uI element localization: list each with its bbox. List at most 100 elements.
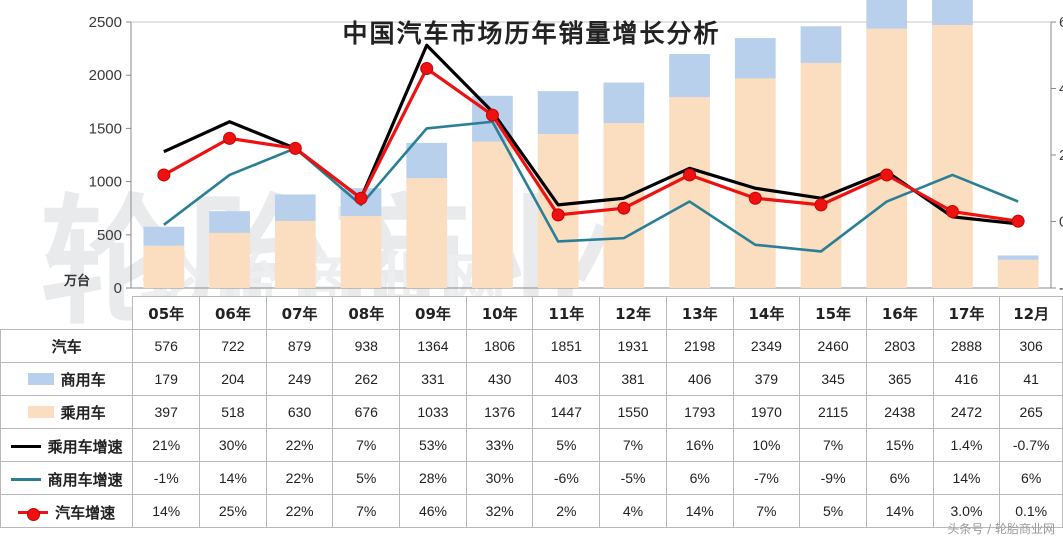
- table-header-row: 05年 06年 07年 08年 09年 10年 11年 12年 13年 14年 15年 16年 17年 1…: [1, 296, 1063, 330]
- table-cell: 1.4%: [932, 428, 1001, 462]
- table-col-header: 14年: [732, 296, 801, 330]
- table-cell: 32%: [465, 494, 534, 528]
- table-row: 汽车增速 14% 25% 22% 7% 46% 32% 2% 4% 14% 7% 5% 14% 3.0% 0…: [0, 494, 1063, 528]
- table-col-header: 13年: [665, 296, 734, 330]
- y-tick-label-right: 0%: [1059, 214, 1063, 231]
- bar-commercial: [932, 0, 973, 25]
- table-cell: 16%: [665, 428, 734, 462]
- table-row: 商用车增速 -1% 14% 22% 5% 28% 30% -6% -5% 6% -7% -9% 6% 14…: [0, 461, 1063, 495]
- data-table: 05年 06年 07年 08年 09年 10年 11年 12年 13年 14年 15年 16年 17年 1…: [0, 296, 1063, 528]
- table-corner-blank: [1, 297, 133, 330]
- table-col-header: 09年: [399, 296, 467, 330]
- y-tick-label-right: 20%: [1059, 147, 1063, 164]
- chart-title: 中国汽车市场历年销量增长分析: [342, 19, 721, 48]
- table-cell: 4%: [599, 494, 667, 528]
- marker-auto-growth: [1011, 214, 1025, 228]
- table-cell: -6%: [532, 461, 601, 495]
- table-cell: 1851: [532, 329, 601, 363]
- table-cell: -7%: [732, 461, 801, 495]
- table-row-label-text: 商用车: [60, 370, 106, 389]
- table-cell: 1033: [399, 395, 467, 429]
- table-row-label-text: 商用车增速: [47, 470, 123, 489]
- y-tick-label-right: 40%: [1059, 81, 1063, 98]
- bar-commercial: [274, 194, 316, 221]
- table-cell: -5%: [599, 461, 667, 495]
- table-cell: 14%: [932, 461, 1001, 495]
- table-cell: 6%: [999, 461, 1063, 495]
- table-cell: 2803: [865, 329, 934, 363]
- table-col-header: 12月: [999, 296, 1063, 330]
- table-cell: 576: [132, 329, 201, 363]
- bar-commercial: [997, 255, 1039, 260]
- table-cell: 14%: [132, 494, 201, 528]
- bar-passenger: [932, 24, 973, 289]
- table-cell: 2115: [799, 395, 867, 429]
- table-cell: 1806: [465, 329, 534, 363]
- marker-auto-growth: [485, 108, 499, 122]
- table-col-header: 06年: [199, 296, 267, 330]
- y-tick-label-left: 1500: [89, 120, 122, 137]
- table-row-label-text: 汽车: [51, 337, 82, 356]
- table-cell: 879: [265, 329, 334, 363]
- table-cell: 5%: [799, 494, 867, 528]
- table-cell: 14%: [665, 494, 734, 528]
- table-cell: 14%: [199, 461, 267, 495]
- bar-commercial: [800, 26, 842, 63]
- table-col-header: 11年: [532, 296, 601, 330]
- table-col-header: 16年: [865, 296, 934, 330]
- table-col-header: 12年: [599, 296, 667, 330]
- marker-auto-growth: [880, 168, 894, 182]
- table-row-label: 汽车增速: [0, 494, 134, 528]
- marker-auto-growth: [551, 208, 565, 222]
- table-cell: 53%: [399, 428, 467, 462]
- table-cell: 14%: [865, 494, 934, 528]
- table-cell: 7%: [332, 428, 401, 462]
- marker-auto-growth: [814, 198, 828, 212]
- bar-passenger: [472, 141, 513, 288]
- table-cell: 1550: [599, 395, 667, 429]
- table-cell: 1931: [599, 329, 667, 363]
- table-cell: 306: [999, 329, 1063, 363]
- bar-passenger: [274, 220, 316, 288]
- y-tick-label-right: 60%: [1059, 14, 1063, 31]
- y-tick-label-left: 0: [114, 280, 122, 297]
- legend-line-auto-growth: [18, 507, 49, 521]
- table-cell: 46%: [399, 494, 467, 528]
- table-cell: 676: [332, 395, 401, 429]
- y-tick-label-left: 2500: [89, 14, 122, 31]
- bar-commercial: [143, 226, 185, 246]
- table-cell: 179: [132, 362, 201, 396]
- bar-passenger: [866, 28, 908, 288]
- chart-plot-area: 中国汽车市场历年销量增长分析 万台 0 500 1000 1500 2000 2500 -2…: [64, 0, 1063, 297]
- table-cell: 416: [932, 362, 1001, 396]
- table-cell: 33%: [465, 428, 534, 462]
- table-col-header: 08年: [332, 296, 401, 330]
- table-col-header: 10年: [465, 296, 534, 330]
- legend-line-passenger-growth: [10, 444, 41, 448]
- bar-passenger: [209, 232, 250, 288]
- bar-commercial: [406, 142, 448, 179]
- legend-swatch-passenger: [27, 406, 54, 418]
- marker-auto-growth: [945, 205, 959, 219]
- table-cell: 22%: [265, 428, 334, 462]
- chart-svg: 0 500 1000 1500 2000 2500 -20% 0% 20% 40% 60%: [89, 0, 1063, 297]
- table-row-label-text: 乘用车增速: [47, 437, 123, 456]
- table-cell: 2349: [732, 329, 801, 363]
- table-cell: 938: [332, 329, 401, 363]
- bar-passenger: [997, 259, 1039, 288]
- table-cell: 2888: [932, 329, 1001, 363]
- line-auto-growth: [163, 66, 1019, 223]
- table-cell: 397: [132, 395, 201, 429]
- marker-auto-growth: [748, 191, 762, 205]
- table-col-header: 05年: [132, 296, 201, 330]
- table-cell: -9%: [799, 461, 867, 495]
- table-cell: 331: [399, 362, 467, 396]
- table-cell: 403: [532, 362, 601, 396]
- series-value-table: 05年 06年 07年 08年 09年 10年 11年 12年 13年 14年 15年 16年 17年 1…: [0, 296, 1063, 528]
- bar-commercial: [209, 211, 250, 233]
- table-cell: 249: [265, 362, 334, 396]
- table-cell: 406: [665, 362, 734, 396]
- table-cell: 204: [199, 362, 267, 396]
- table-cell: 0.1%: [999, 494, 1063, 528]
